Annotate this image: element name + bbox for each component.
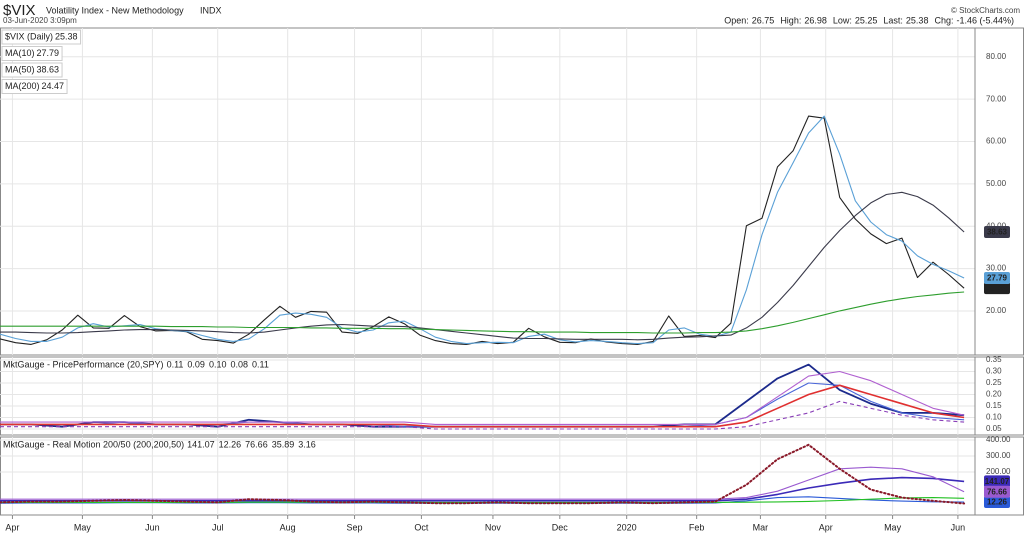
index-name: Volatility Index - New Methodology xyxy=(46,5,184,15)
value-tag-label: 12.26 xyxy=(987,498,1008,507)
legend-name: MA(200) xyxy=(5,81,40,91)
legend-name: $VIX (Daily) xyxy=(5,31,53,41)
y-tick-label: 80.00 xyxy=(986,52,1007,61)
legend-box xyxy=(1,29,82,45)
date: 03-Jun-2020 3:09pm xyxy=(3,16,77,25)
series-line xyxy=(0,384,965,428)
quote-value: 26.98 xyxy=(804,15,827,25)
y-tick-label: 0.20 xyxy=(986,390,1002,399)
value-tag-label: 76.66 xyxy=(987,487,1008,496)
legend-value: 0.10 xyxy=(209,359,227,369)
quote-value: -1.46 (-5.44%) xyxy=(956,15,1014,25)
series-line xyxy=(0,191,965,341)
x-tick-label: Jun xyxy=(951,522,966,532)
y-tick-label: 0.30 xyxy=(986,367,1002,376)
legend-value: 0.08 xyxy=(230,359,248,369)
symbol: $VIX xyxy=(3,2,36,19)
y-tick-label: 300.00 xyxy=(986,451,1011,460)
value-tag-label: 27.79 xyxy=(987,274,1008,283)
legend-value: 27.79 xyxy=(37,48,60,58)
x-tick-label: Nov xyxy=(485,522,502,532)
x-tick-label: May xyxy=(884,522,902,532)
x-tick-label: Apr xyxy=(5,522,19,532)
quote-label: Chg: xyxy=(934,15,953,25)
x-tick-label: 2020 xyxy=(617,522,637,532)
y-tick-label: 0.35 xyxy=(986,355,1002,364)
y-tick-label: 400.00 xyxy=(986,435,1011,444)
legend-value: 35.89 xyxy=(272,439,295,449)
legend-box xyxy=(1,62,63,78)
legend-value: 0.11 xyxy=(167,359,184,369)
quote-label: Last: xyxy=(883,15,903,25)
x-tick-label: May xyxy=(74,522,92,532)
legend-value: 141.07 xyxy=(187,439,215,449)
legend-value: 0.11 xyxy=(252,359,269,369)
y-tick-label: 0.25 xyxy=(986,378,1002,387)
y-tick-label: 0.10 xyxy=(986,413,1002,422)
value-tag xyxy=(984,282,1010,295)
y-tick-label: 30.00 xyxy=(986,264,1007,273)
y-tick-label: 70.00 xyxy=(986,94,1007,103)
value-tag-label: 38.63 xyxy=(987,228,1008,237)
copyright: © StockCharts.com xyxy=(951,6,1020,15)
quote-label: Low: xyxy=(833,15,852,25)
legend-box xyxy=(1,46,63,61)
y-tick-label: 200.00 xyxy=(986,467,1011,476)
legend-box xyxy=(1,79,68,94)
value-tag xyxy=(984,271,1010,284)
x-tick-label: Jun xyxy=(145,522,160,532)
x-tick-label: Mar xyxy=(753,522,769,532)
series-line xyxy=(0,291,965,334)
quote-value: 25.38 xyxy=(906,15,929,25)
value-tag-label: 25.38 xyxy=(987,284,1008,293)
x-tick-label: Oct xyxy=(414,522,429,532)
x-tick-label: Apr xyxy=(819,522,833,532)
legend-value: 76.66 xyxy=(245,439,268,449)
series-line xyxy=(0,443,966,505)
y-tick-label: 0.05 xyxy=(986,424,1002,433)
panel-title: MktGauge - PricePerformance (20,SPY) xyxy=(3,359,164,369)
value-tag xyxy=(984,496,1010,509)
series-line xyxy=(0,466,965,500)
x-tick-label: Feb xyxy=(689,522,705,532)
value-tag xyxy=(984,485,1010,498)
legend-value: 25.38 xyxy=(55,31,78,41)
quote-label: High: xyxy=(780,15,801,25)
quote-value: 26.75 xyxy=(752,15,775,25)
y-tick-label: 50.00 xyxy=(986,179,1007,188)
x-tick-label: Jul xyxy=(212,522,224,532)
legend-value: 38.63 xyxy=(37,64,60,74)
quote-label: Open: xyxy=(724,15,749,25)
y-tick-label: 0.15 xyxy=(986,401,1002,410)
legend-name: MA(50) xyxy=(5,64,35,74)
y-tick-label: 60.00 xyxy=(986,137,1007,146)
legend-value: 24.47 xyxy=(42,81,65,91)
x-tick-label: Dec xyxy=(552,522,569,532)
x-tick-label: Aug xyxy=(280,522,296,532)
quote-value: 25.25 xyxy=(855,15,878,25)
legend-value: 3.16 xyxy=(298,439,316,449)
quote: Open: 26.75 High: 26.98 Low: 25.25 Last: 25.38 C… xyxy=(724,15,1014,25)
series-line xyxy=(0,370,965,425)
value-tag-label: 141.07 xyxy=(985,477,1010,486)
legend-name: MA(10) xyxy=(5,48,35,58)
y-tick-label: 40.00 xyxy=(986,221,1007,230)
legend-value: 12.26 xyxy=(219,439,242,449)
x-tick-label: Sep xyxy=(347,522,363,532)
value-tag xyxy=(984,226,1010,239)
series-line xyxy=(0,115,965,345)
y-tick-label: 20.00 xyxy=(986,306,1007,315)
legend-value: 0.09 xyxy=(187,359,205,369)
exchange: INDX xyxy=(200,5,222,15)
panel-title: MktGauge - Real Motion 200/50 (200,200,5… xyxy=(3,439,184,449)
value-tag xyxy=(984,475,1010,488)
